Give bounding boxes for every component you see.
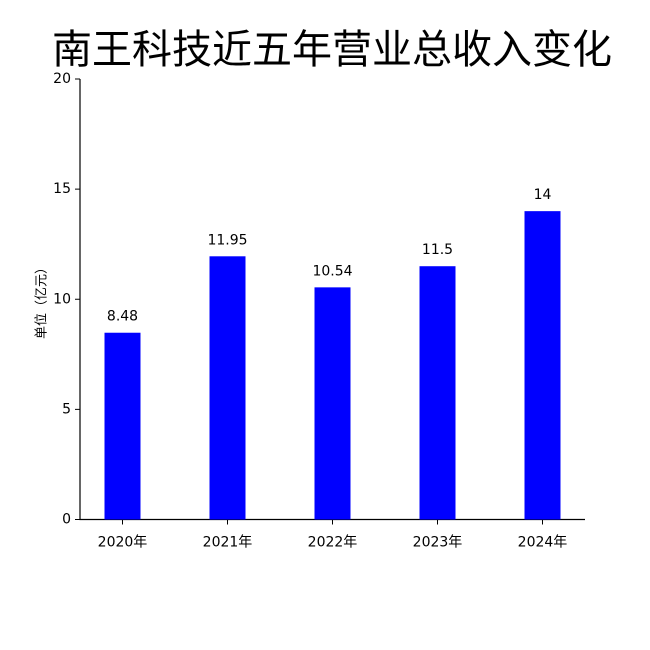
bar — [209, 256, 246, 520]
bar — [524, 211, 561, 520]
y-tick-label: 20 — [53, 71, 71, 87]
x-tick-label: 2023年 — [413, 535, 463, 551]
y-axis-label: 单位（亿元） — [35, 261, 50, 339]
bar — [104, 332, 141, 520]
data-label: 11.95 — [207, 232, 247, 248]
y-tick-label: 5 — [62, 401, 71, 417]
data-label: 11.5 — [422, 242, 453, 258]
x-tick-label: 2021年 — [203, 535, 253, 551]
data-label: 14 — [534, 187, 552, 203]
data-label: 8.48 — [107, 309, 138, 325]
data-label: 10.54 — [312, 263, 352, 279]
bar — [314, 287, 351, 520]
y-tick-label: 10 — [53, 291, 71, 307]
y-tick-label: 0 — [62, 512, 71, 528]
x-tick-label: 2024年 — [518, 535, 568, 551]
x-tick-label: 2020年 — [98, 535, 148, 551]
y-tick-label: 15 — [53, 181, 71, 197]
chart-title: 南王科技近五年营业总收入变化 — [52, 27, 612, 73]
bar — [419, 266, 456, 520]
x-tick-label: 2022年 — [308, 535, 358, 551]
